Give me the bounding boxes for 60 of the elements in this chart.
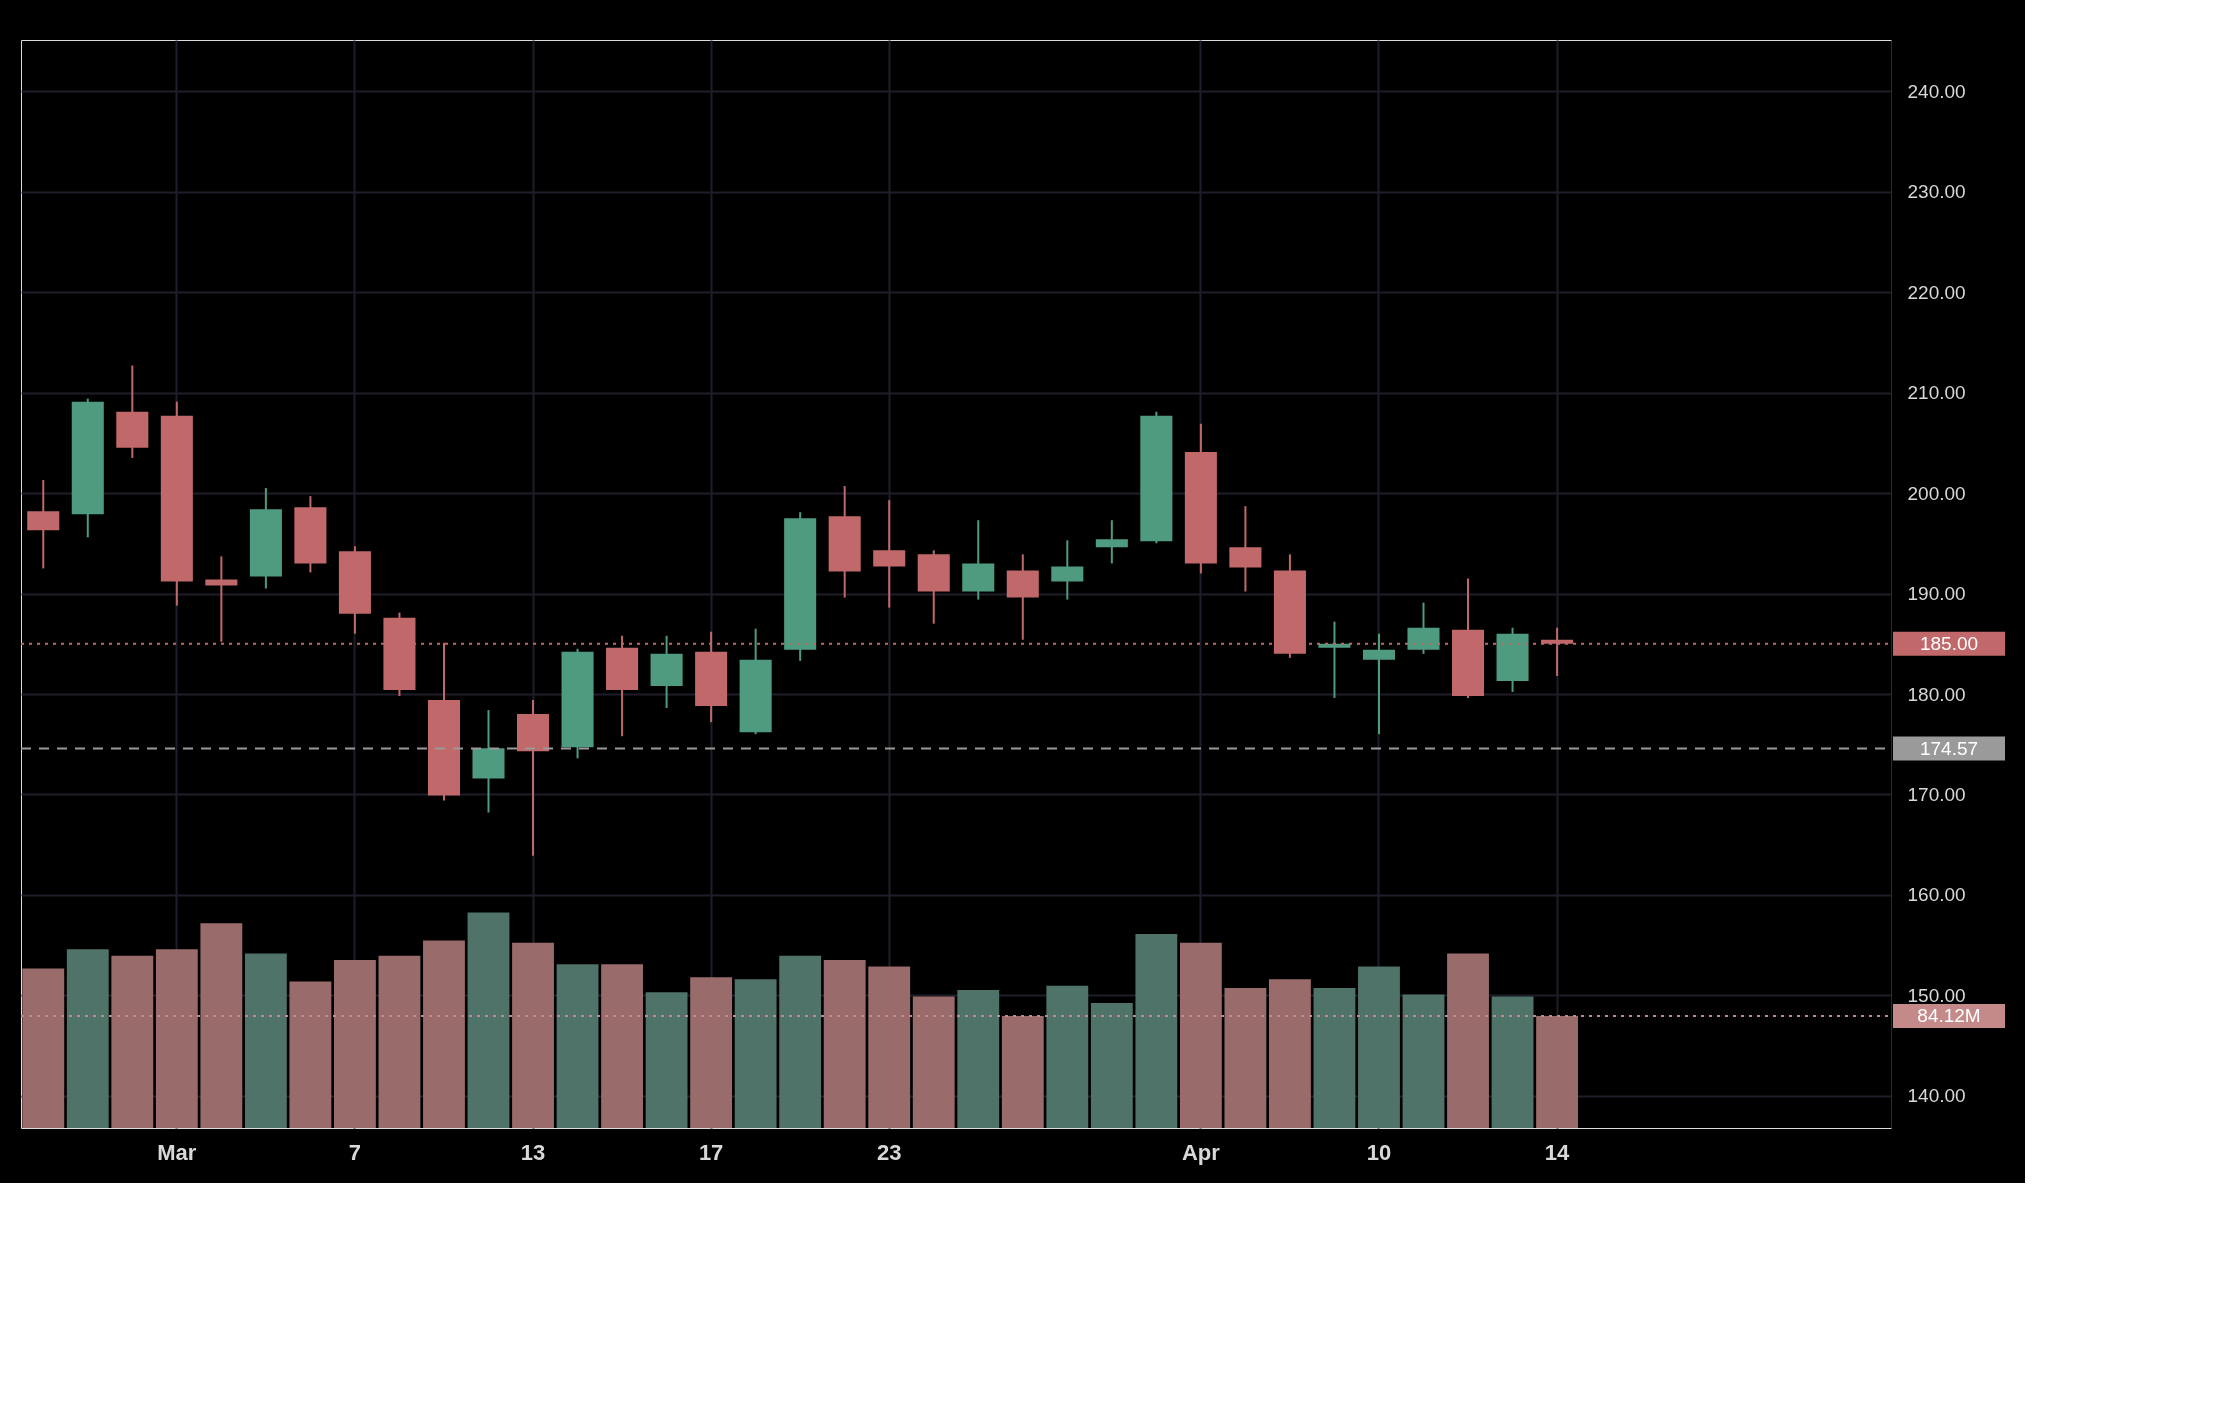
bar bbox=[645, 992, 688, 1128]
ref-line-label: 185.00 bbox=[1919, 632, 1979, 654]
bar bbox=[467, 912, 510, 1128]
bar bbox=[66, 949, 109, 1128]
bar bbox=[556, 964, 599, 1128]
ref-line-label: 174.57 bbox=[1919, 737, 1979, 759]
x-tick-label: 17 bbox=[698, 1139, 724, 1165]
bar bbox=[1447, 953, 1489, 1128]
x-tick-label: 10 bbox=[1366, 1139, 1392, 1165]
candlestick bbox=[1095, 519, 1128, 565]
y-tick-label: 170.00 bbox=[1907, 783, 1966, 805]
y-tick-label: 220.00 bbox=[1907, 281, 1966, 303]
bar bbox=[912, 996, 955, 1128]
x-tick-label: Apr bbox=[1181, 1139, 1221, 1165]
x-tick-label: 23 bbox=[876, 1139, 902, 1165]
y-tick-label: 180.00 bbox=[1907, 683, 1966, 705]
bar bbox=[734, 979, 777, 1128]
bar bbox=[1536, 1015, 1578, 1128]
x-tick-label: 13 bbox=[520, 1139, 546, 1165]
y-tick-label: 200.00 bbox=[1907, 482, 1966, 504]
bar bbox=[1313, 987, 1356, 1128]
y-tick-label: 190.00 bbox=[1907, 583, 1966, 605]
bar bbox=[601, 964, 643, 1128]
bar bbox=[868, 966, 911, 1128]
bar bbox=[1402, 994, 1445, 1128]
bar bbox=[690, 977, 733, 1128]
bar bbox=[1269, 979, 1311, 1128]
bar bbox=[957, 990, 1000, 1128]
bar bbox=[1001, 1015, 1044, 1128]
y-tick-label: 140.00 bbox=[1907, 1085, 1966, 1107]
y-tick-label: 230.00 bbox=[1907, 181, 1966, 203]
bar bbox=[1135, 934, 1178, 1128]
bar bbox=[22, 968, 65, 1128]
candlestick bbox=[1318, 620, 1351, 700]
y-tick-label: 210.00 bbox=[1907, 382, 1966, 404]
bar bbox=[1179, 942, 1222, 1128]
candlestick bbox=[1362, 632, 1395, 736]
ref-line-label: 84.12M bbox=[1917, 1004, 1981, 1026]
bar bbox=[1046, 985, 1089, 1128]
y-tick-label: 240.00 bbox=[1907, 80, 1966, 102]
bar bbox=[289, 981, 332, 1128]
bar bbox=[512, 942, 554, 1128]
x-tick-label: 7 bbox=[348, 1139, 362, 1165]
bar bbox=[823, 959, 866, 1128]
x-tick-label: 14 bbox=[1544, 1139, 1571, 1165]
bar bbox=[200, 923, 243, 1128]
bar bbox=[423, 940, 465, 1128]
bar bbox=[1358, 966, 1400, 1128]
bar bbox=[378, 955, 421, 1128]
bar bbox=[779, 955, 822, 1128]
bar bbox=[1491, 996, 1534, 1128]
bar bbox=[155, 949, 198, 1128]
x-tick-label: Mar bbox=[157, 1139, 197, 1165]
bar bbox=[1224, 987, 1267, 1128]
bar bbox=[1090, 1003, 1133, 1128]
bar bbox=[334, 959, 376, 1128]
y-tick-label: 160.00 bbox=[1907, 884, 1966, 906]
bar bbox=[244, 953, 287, 1128]
y-tick-label: 150.00 bbox=[1907, 984, 1966, 1006]
bar bbox=[111, 955, 154, 1128]
